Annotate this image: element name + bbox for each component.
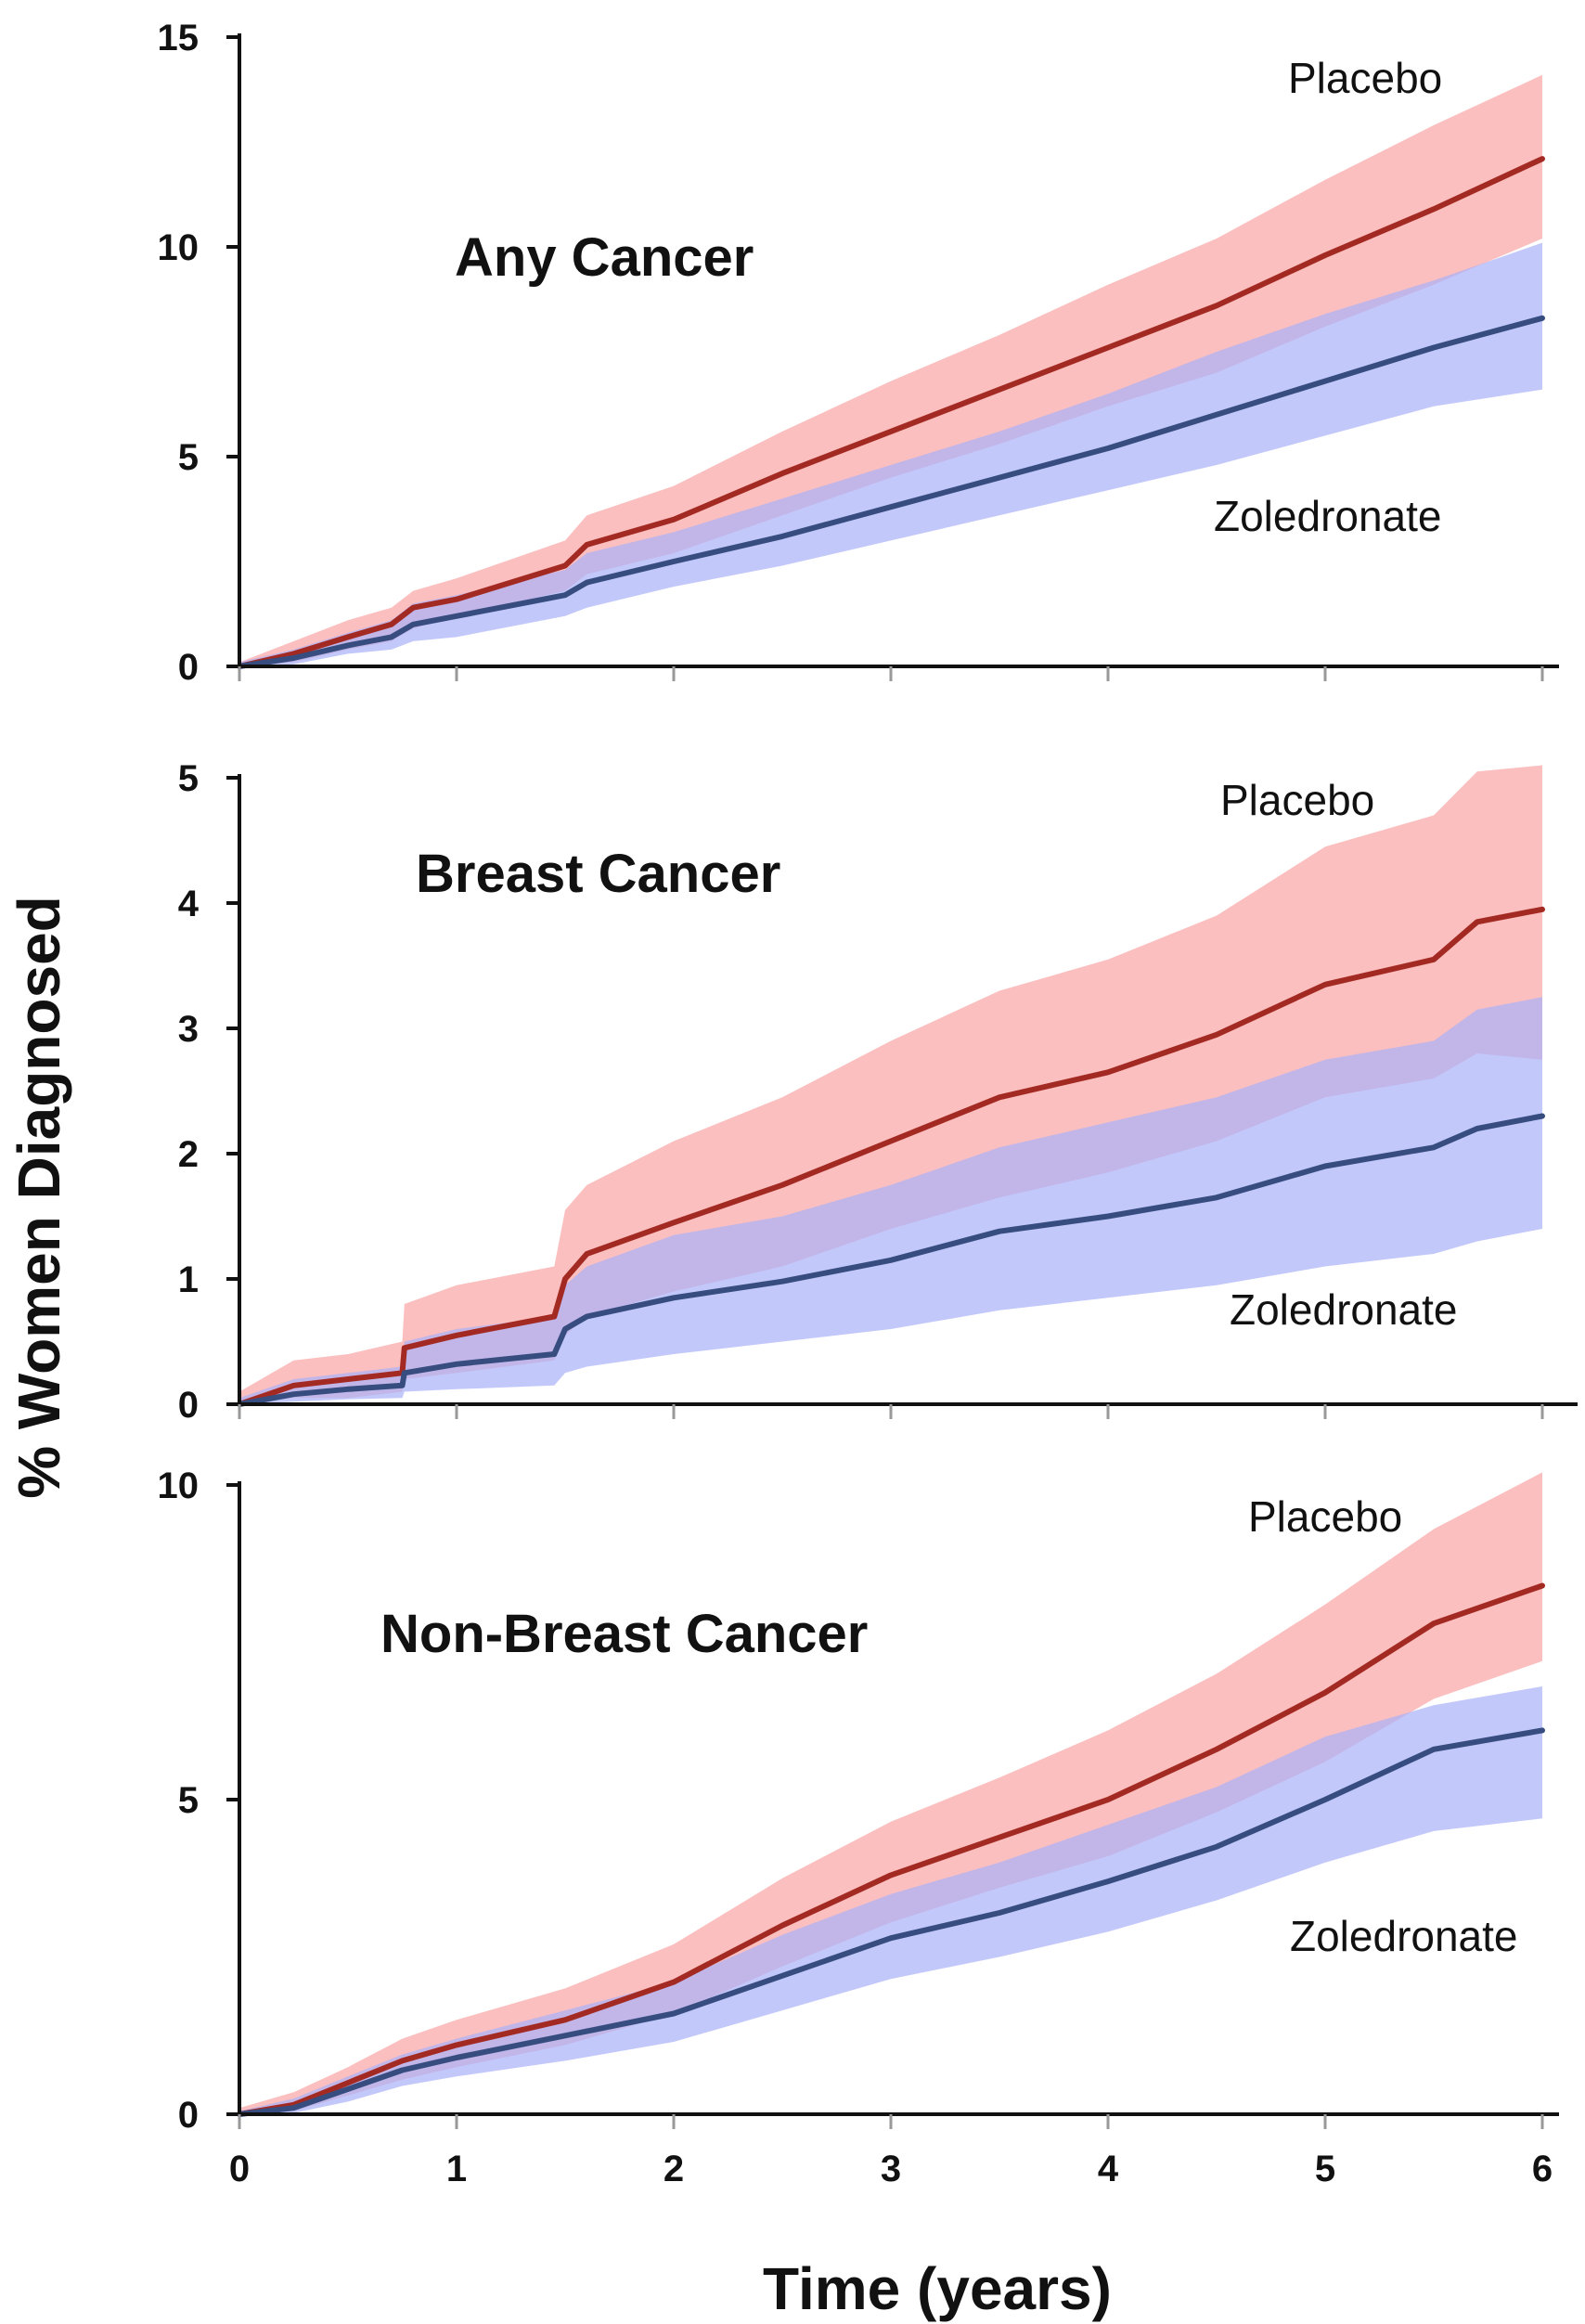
series-lines-breast-cancer — [237, 906, 1545, 1407]
y-tick-label: 2 — [178, 1134, 199, 1175]
ci-bands-any-cancer — [239, 74, 1542, 666]
panel-non-breast-cancer: 0 5 10 0 1 2 3 4 5 6 Non-Breast Cancer Placebo Z… — [158, 1465, 1559, 2189]
y-tick-label: 0 — [178, 647, 199, 688]
series-line-zoledronate-any-cancer — [237, 315, 1545, 669]
series-lines-any-cancer — [237, 156, 1545, 669]
x-tick-label: 3 — [881, 2149, 901, 2189]
y-tick-label: 4 — [178, 884, 200, 924]
series-label-zoledronate-non-breast-cancer: Zoledronate — [1290, 1912, 1518, 1960]
y-tick-label: 5 — [178, 758, 199, 799]
y-ticks-non-breast-cancer: 0 5 10 — [158, 1465, 239, 2136]
series-label-placebo-non-breast-cancer: Placebo — [1248, 1492, 1402, 1541]
series-line-placebo-non-breast-cancer — [237, 1582, 1545, 2117]
y-tick-label: 5 — [178, 437, 199, 478]
x-tick-label: 1 — [446, 2149, 467, 2189]
x-ticks-breast-cancer — [238, 1404, 1544, 1419]
x-tick-label: 4 — [1098, 2149, 1119, 2189]
series-label-zoledronate-breast-cancer: Zoledronate — [1230, 1285, 1458, 1334]
ci-band-zoledronate-breast-cancer — [239, 997, 1542, 1404]
series-line-placebo-any-cancer — [237, 156, 1545, 669]
y-ticks-breast-cancer: 0 1 2 3 4 5 — [178, 758, 239, 1426]
series-label-zoledronate-any-cancer: Zoledronate — [1214, 492, 1442, 540]
x-tick-label: 6 — [1532, 2149, 1553, 2189]
ci-band-zoledronate-non-breast-cancer — [239, 1686, 1542, 2114]
y-tick-label: 0 — [178, 2095, 199, 2136]
y-tick-label: 10 — [158, 1465, 200, 1506]
axes-breast-cancer — [238, 774, 1578, 1406]
panel-title-breast-cancer: Breast Cancer — [416, 844, 780, 904]
y-tick-label: 10 — [158, 227, 200, 268]
y-tick-label: 5 — [178, 1780, 199, 1821]
y-tick-label: 0 — [178, 1385, 199, 1426]
x-tick-label: 5 — [1315, 2149, 1335, 2189]
y-tick-label: 3 — [178, 1009, 199, 1050]
panel-breast-cancer: 0 1 2 3 4 5 Breast Cancer Placebo Zoledronate — [178, 758, 1578, 1426]
panel-title-any-cancer: Any Cancer — [455, 227, 754, 288]
series-label-placebo-breast-cancer: Placebo — [1220, 776, 1374, 824]
series-lines-non-breast-cancer — [237, 1582, 1545, 2117]
series-line-zoledronate-breast-cancer — [237, 1113, 1545, 1407]
x-tick-label: 0 — [229, 2149, 250, 2189]
x-tick-label: 2 — [664, 2149, 684, 2189]
y-tick-label: 15 — [158, 18, 200, 58]
ci-bands-breast-cancer — [239, 765, 1542, 1404]
panel-title-non-breast-cancer: Non-Breast Cancer — [380, 1604, 868, 1664]
series-label-placebo-any-cancer: Placebo — [1288, 54, 1442, 102]
ci-band-placebo-breast-cancer — [239, 765, 1542, 1404]
axes-any-cancer — [238, 33, 1559, 668]
y-axis-title: % Women Diagnosed — [6, 896, 72, 1499]
series-line-zoledronate-non-breast-cancer — [237, 1727, 1545, 2117]
ci-bands-non-breast-cancer — [239, 1472, 1542, 2114]
x-ticks-any-cancer — [238, 666, 1544, 681]
x-axis-title: Time (years) — [763, 2255, 1112, 2322]
y-tick-label: 1 — [178, 1259, 199, 1300]
panel-any-cancer: 0 5 10 15 Any Cancer Placebo Zoledronate — [158, 18, 1559, 688]
y-ticks-any-cancer: 0 5 10 15 — [158, 18, 239, 688]
x-ticks-non-breast-cancer: 0 1 2 3 4 5 6 — [229, 2114, 1553, 2189]
